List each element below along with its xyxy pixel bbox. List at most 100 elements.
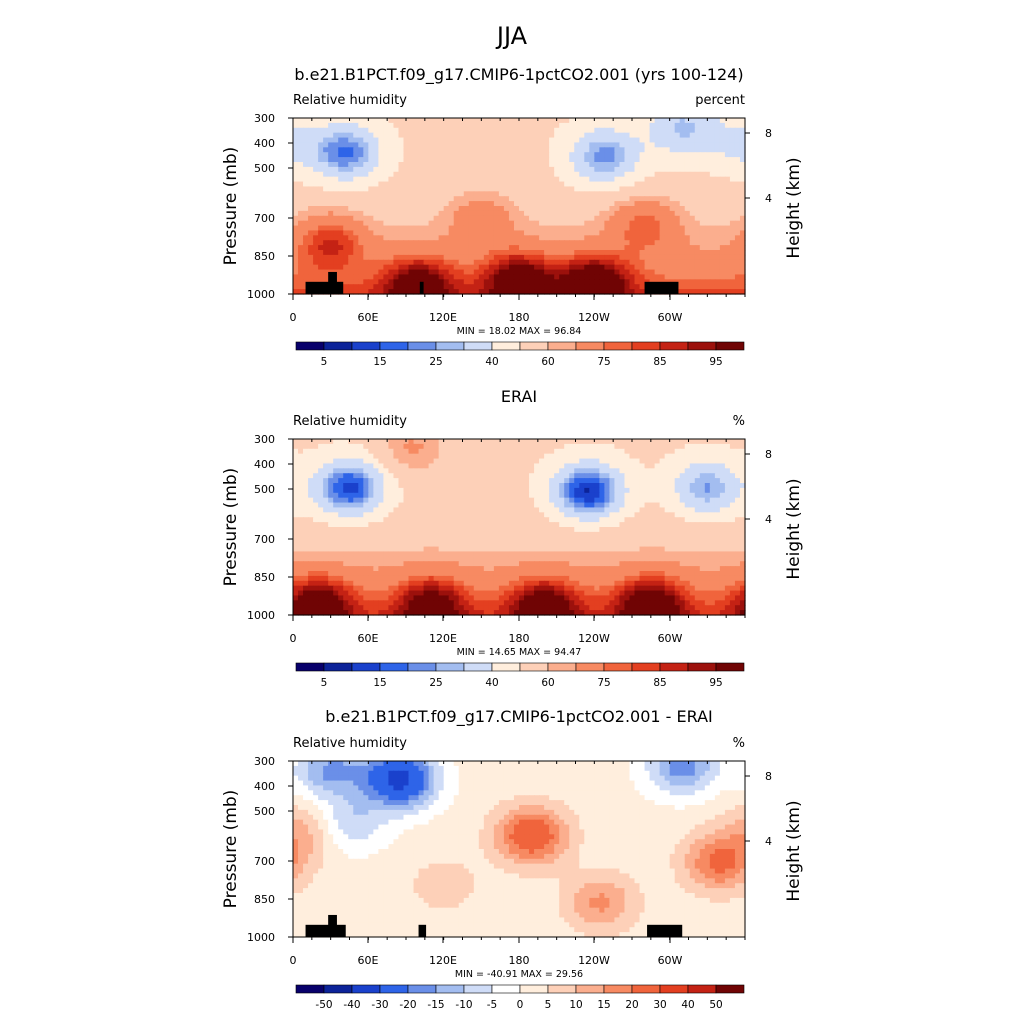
heatmap-cell bbox=[634, 147, 641, 153]
heatmap-cell bbox=[704, 502, 711, 509]
heatmap-cell bbox=[629, 487, 636, 494]
heatmap-cell bbox=[729, 279, 736, 285]
heatmap-cell bbox=[714, 152, 721, 158]
heatmap-cell bbox=[308, 448, 314, 455]
heatmap-cell bbox=[579, 269, 585, 276]
heatmap-cell bbox=[463, 220, 470, 227]
heatmap-cell bbox=[639, 230, 646, 236]
heatmap-cell bbox=[534, 235, 540, 241]
heatmap-cell bbox=[659, 512, 666, 518]
heatmap-cell bbox=[714, 137, 721, 144]
heatmap-cell bbox=[438, 181, 445, 188]
heatmap-cell bbox=[478, 210, 485, 217]
heatmap-cell bbox=[348, 254, 354, 261]
heatmap-cell bbox=[544, 279, 550, 285]
heatmap-cell bbox=[734, 463, 741, 469]
heatmap-cell bbox=[694, 157, 701, 163]
heatmap-cell bbox=[669, 463, 676, 469]
heatmap-cell bbox=[303, 492, 309, 499]
heatmap-cell bbox=[644, 147, 651, 153]
heatmap-cell bbox=[503, 122, 510, 129]
heatmap-cell bbox=[498, 137, 505, 144]
heatmap-cell bbox=[604, 279, 610, 285]
heatmap-cell bbox=[544, 230, 550, 236]
heatmap-cell bbox=[408, 443, 415, 450]
heatmap-cell bbox=[709, 522, 716, 528]
heatmap-cell bbox=[408, 483, 415, 489]
heatmap-cell bbox=[724, 171, 731, 178]
heatmap-cell bbox=[644, 191, 651, 197]
heatmap-cell bbox=[564, 507, 570, 513]
heatmap-cell bbox=[594, 448, 600, 455]
heatmap-cell bbox=[323, 196, 329, 202]
heatmap-cell bbox=[368, 186, 374, 192]
heatmap-cell bbox=[493, 250, 500, 256]
heatmap-cell bbox=[539, 443, 545, 450]
heatmap-cell bbox=[644, 443, 651, 450]
heatmap-cell bbox=[308, 502, 314, 509]
heatmap-cell bbox=[519, 274, 525, 280]
heatmap-cell bbox=[689, 473, 696, 479]
heatmap-cell bbox=[443, 463, 450, 469]
heatmap-cell bbox=[358, 127, 364, 134]
heatmap-cell bbox=[463, 478, 470, 484]
heatmap-cell bbox=[373, 473, 379, 479]
heatmap-cell bbox=[619, 448, 626, 455]
heatmap-cell bbox=[534, 453, 540, 460]
heatmap-cell bbox=[614, 176, 621, 183]
heatmap-cell bbox=[674, 230, 681, 236]
heatmap-cell bbox=[649, 439, 656, 445]
heatmap-cell bbox=[438, 507, 445, 513]
heatmap-cell bbox=[398, 210, 405, 217]
heatmap-cell bbox=[468, 269, 475, 276]
panel-title: b.e21.B1PCT.f09_g17.CMIP6-1pctCO2.001 (y… bbox=[294, 65, 743, 85]
heatmap-cell bbox=[358, 132, 364, 139]
heatmap-cell bbox=[453, 225, 460, 232]
heatmap-cell bbox=[313, 240, 319, 246]
heatmap-cell bbox=[739, 196, 746, 202]
heatmap-cell bbox=[739, 522, 746, 528]
heatmap-cell bbox=[468, 245, 475, 251]
heatmap-cell bbox=[724, 478, 731, 484]
heatmap-cell bbox=[398, 507, 405, 513]
y-tick-label: 700 bbox=[254, 212, 275, 225]
heatmap-cell bbox=[498, 453, 505, 460]
heatmap-cell bbox=[569, 132, 575, 139]
heatmap-cell bbox=[739, 279, 746, 285]
heatmap-cell bbox=[513, 473, 520, 479]
heatmap-cell bbox=[714, 162, 721, 168]
heatmap-cell bbox=[468, 176, 475, 183]
heatmap-cell bbox=[443, 245, 450, 251]
heatmap-cell bbox=[549, 176, 555, 183]
heatmap-cell bbox=[644, 186, 651, 192]
x-tick-label: 60W bbox=[658, 311, 683, 324]
heatmap-cell bbox=[498, 279, 505, 285]
heatmap-cell bbox=[508, 132, 515, 139]
heatmap-cell bbox=[524, 497, 530, 504]
heatmap-cell bbox=[493, 254, 500, 261]
heatmap-cell bbox=[433, 497, 440, 504]
heatmap-cell bbox=[629, 157, 636, 163]
heatmap-cell bbox=[529, 448, 535, 455]
heatmap-cell bbox=[589, 468, 595, 474]
heatmap-cell bbox=[408, 186, 415, 192]
heatmap-cell bbox=[684, 497, 691, 504]
heatmap-cell bbox=[508, 502, 515, 509]
heatmap-cell bbox=[413, 191, 420, 197]
heatmap-cell bbox=[468, 191, 475, 197]
heatmap-cell bbox=[679, 206, 686, 212]
heatmap-cell bbox=[599, 142, 605, 148]
heatmap-cell bbox=[634, 512, 641, 518]
heatmap-cell bbox=[468, 264, 475, 271]
variable-label: Relative humidity bbox=[293, 93, 407, 108]
heatmap-cell bbox=[624, 210, 631, 217]
heatmap-cell bbox=[298, 245, 304, 251]
heatmap-cell bbox=[679, 279, 686, 285]
heatmap-cell bbox=[443, 453, 450, 460]
heatmap-cell bbox=[353, 122, 359, 129]
colorbar-swatch bbox=[547, 341, 577, 351]
heatmap-cell bbox=[438, 284, 445, 290]
heatmap-cell bbox=[493, 181, 500, 188]
heatmap-cell bbox=[478, 250, 485, 256]
heatmap-cell bbox=[684, 142, 691, 148]
